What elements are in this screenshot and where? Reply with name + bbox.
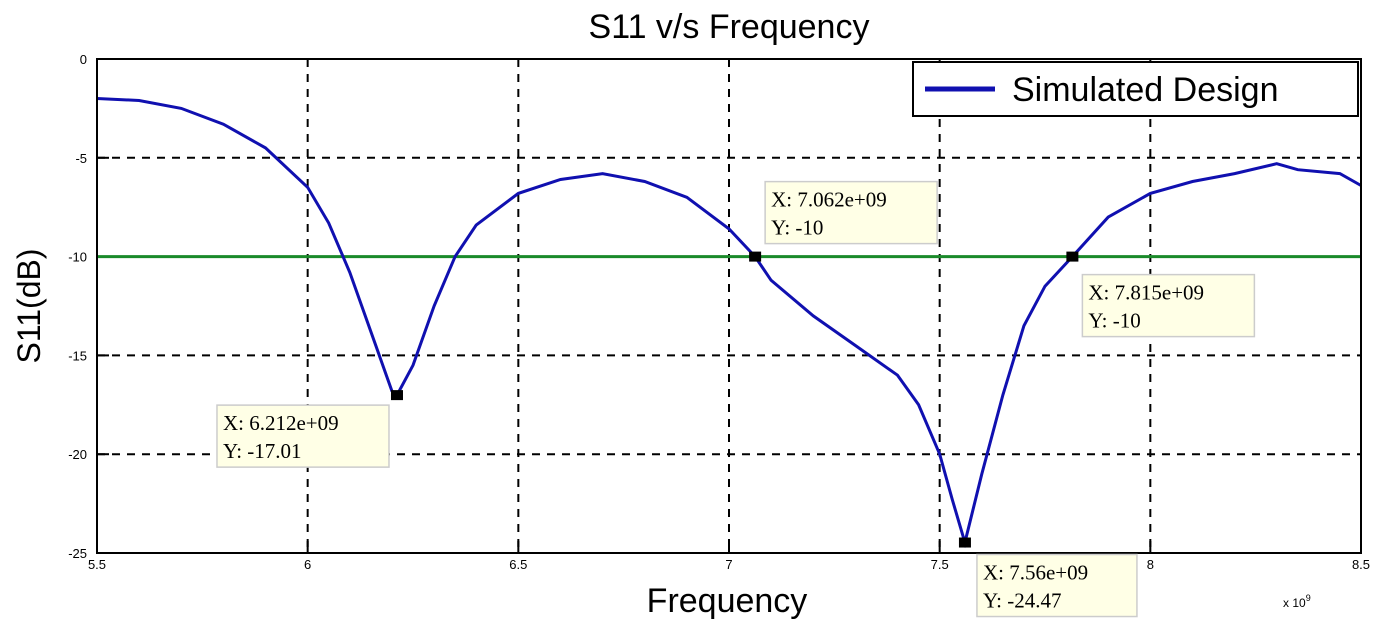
- datatip-box: [976, 553, 1138, 618]
- y-tick-label: -25: [68, 546, 87, 561]
- datatip-box: [1081, 273, 1256, 338]
- datatip-x: X: 7.56e+09: [983, 561, 1088, 585]
- datatip: X: 7.062e+09 Y: -10: [749, 180, 938, 262]
- datatip: X: 7.815e+09 Y: -10: [1066, 251, 1256, 338]
- y-tick-label: -20: [68, 447, 87, 462]
- datatip-marker: [1066, 251, 1079, 262]
- y-tick-label: -10: [68, 250, 87, 265]
- datatip-x: X: 6.212e+09: [223, 411, 339, 435]
- y-axis-label: S11(dB): [11, 248, 47, 363]
- y-tick-label: 0: [80, 52, 87, 67]
- datatip-x: X: 7.062e+09: [771, 188, 887, 212]
- datatip-y: Y: -10: [771, 216, 823, 240]
- x-tick-label: 8.5: [1352, 557, 1370, 572]
- x-tick-label: 7.5: [931, 557, 949, 572]
- x-axis-label: Frequency: [647, 582, 808, 620]
- x-multiplier: x 109: [1283, 593, 1311, 610]
- datatip-marker: [390, 390, 403, 401]
- x-tick-label: 6.5: [509, 557, 527, 572]
- x-tick-label: 6: [304, 557, 311, 572]
- datatip: X: 6.212e+09 Y: -17.01: [216, 390, 403, 468]
- x-tick-label: 8: [1147, 557, 1154, 572]
- datatip-box: [216, 404, 390, 468]
- chart-title: S11 v/s Frequency: [589, 8, 870, 46]
- datatip-marker: [958, 537, 971, 548]
- datatip-marker: [749, 251, 762, 262]
- x-tick-label: 5.5: [88, 557, 106, 572]
- datatip-y: Y: -17.01: [223, 439, 302, 463]
- datatip-y: Y: -24.47: [983, 589, 1062, 613]
- datatip-x: X: 7.815e+09: [1088, 281, 1204, 305]
- legend: Simulated Design: [912, 61, 1359, 117]
- datatip: X: 7.56e+09 Y: -24.47: [958, 537, 1138, 618]
- plot-frame: [96, 58, 1362, 554]
- datatip-box: [764, 180, 938, 245]
- datatips: X: 6.212e+09Y: -17.01X: 7.062e+09Y: -10X…: [216, 180, 1256, 618]
- x-tick-label: 7: [725, 557, 732, 572]
- ticks: 5.5 6 6.5 7 7.5 8 8.5 0 -5 -10 -15 -20 -25: [68, 52, 1370, 572]
- y-tick-label: -5: [75, 151, 87, 166]
- legend-label: Simulated Design: [1012, 71, 1278, 109]
- datatip-y: Y: -10: [1088, 309, 1140, 333]
- x-multiplier-exponent: 9: [1306, 593, 1311, 603]
- y-tick-label: -15: [68, 348, 87, 363]
